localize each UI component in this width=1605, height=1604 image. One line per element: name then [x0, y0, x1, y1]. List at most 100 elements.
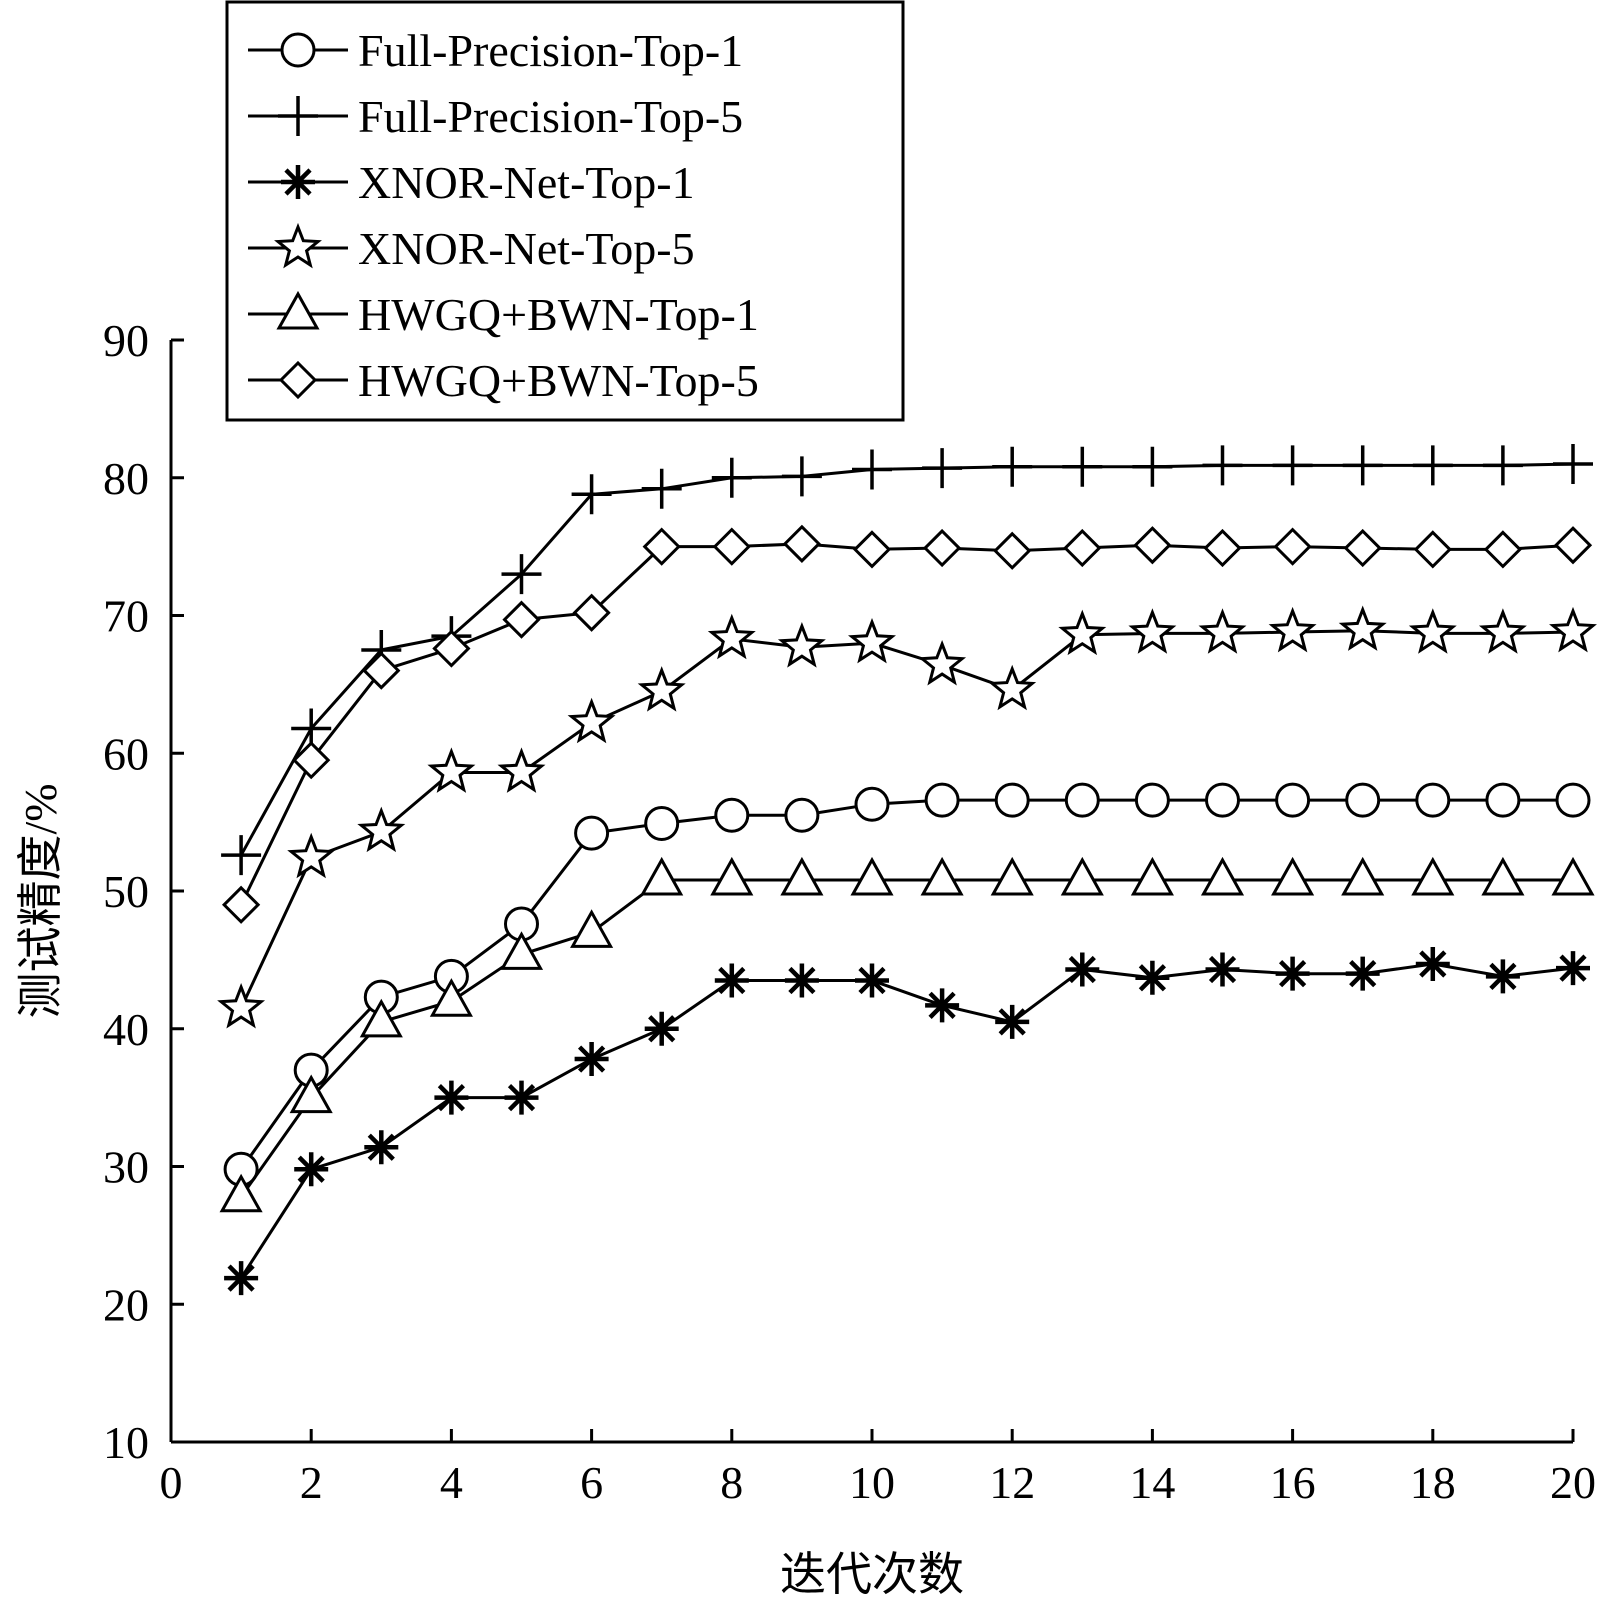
data-point-triangle [289, 1074, 333, 1114]
x-tick-label: 18 [1410, 1457, 1456, 1508]
data-point-circle [714, 797, 750, 833]
data-point-asterisk [1485, 959, 1520, 994]
data-point-star [1198, 608, 1247, 654]
data-point-triangle [850, 856, 894, 896]
x-tick-label: 20 [1550, 1457, 1596, 1508]
x-tick-label: 2 [300, 1457, 323, 1508]
data-point-plus [1272, 445, 1313, 486]
legend-label: XNOR-Net-Top-1 [358, 157, 695, 208]
data-point-diamond [712, 527, 751, 566]
data-point-diamond [1553, 526, 1593, 565]
data-point-triangle [219, 1173, 263, 1213]
x-tick-label: 12 [989, 1457, 1035, 1508]
data-point-circle [1064, 782, 1100, 818]
x-tick-label: 0 [160, 1457, 183, 1508]
data-point-asterisk [1345, 956, 1380, 991]
legend-item: Full-Precision-Top-5 [248, 91, 743, 142]
y-tick-label: 30 [103, 1142, 149, 1193]
data-point-diamond [362, 651, 401, 690]
data-point-diamond [1203, 528, 1242, 568]
data-point-diamond [292, 741, 331, 780]
data-point-asterisk [1415, 947, 1450, 982]
data-point-diamond [642, 527, 681, 566]
data-point-plus [711, 457, 752, 498]
series-layer [217, 443, 1597, 1296]
data-point-triangle [1551, 856, 1595, 896]
data-point-star [497, 747, 546, 793]
legend-item: HWGQ+BWN-Top-1 [248, 289, 759, 340]
data-point-star [918, 639, 967, 686]
data-point-star [1478, 608, 1527, 654]
data-point-plus [501, 554, 542, 595]
x-tick-label: 8 [720, 1457, 743, 1508]
data-point-asterisk [1205, 952, 1240, 987]
y-tick-label: 10 [103, 1417, 149, 1468]
data-point-diamond [782, 524, 822, 563]
x-axis-ticks: 0 2 4 6 8 10 12 14 16 18 20 [160, 1429, 1596, 1508]
data-point-plus [781, 456, 822, 497]
data-point-plus [1553, 443, 1593, 484]
data-point-diamond [1063, 528, 1102, 568]
data-point-triangle [359, 998, 403, 1038]
data-point-triangle [1130, 856, 1174, 896]
data-point-asterisk [434, 1080, 469, 1115]
data-point-plus [1342, 445, 1383, 486]
data-point-triangle [429, 978, 473, 1017]
data-point-star [217, 982, 266, 1029]
data-point-plus [221, 835, 262, 876]
data-point-star [848, 617, 896, 664]
data-point-diamond [852, 530, 892, 569]
x-tick-label: 14 [1129, 1457, 1175, 1508]
data-point-asterisk [1135, 960, 1170, 995]
data-point-star [287, 832, 336, 879]
data-point-triangle [640, 856, 684, 896]
data-point-triangle [990, 856, 1034, 896]
y-tick-label: 40 [103, 1004, 149, 1055]
data-point-diamond [1273, 527, 1312, 566]
legend-marker-circle [280, 32, 316, 68]
series-HWGQ+BWN-Top-1 [219, 856, 1595, 1213]
y-tick-label: 80 [103, 453, 149, 504]
data-point-asterisk [855, 963, 889, 998]
legend-marker-star [274, 222, 322, 269]
data-point-asterisk [1065, 952, 1100, 987]
legend-marker-plus [278, 96, 318, 136]
data-point-diamond [572, 593, 611, 632]
data-point-circle [1485, 782, 1521, 818]
data-point-asterisk [995, 1004, 1030, 1039]
series-HWGQ+BWN-Top-5 [221, 524, 1593, 924]
data-point-star [637, 666, 686, 712]
data-point-triangle [710, 856, 754, 896]
data-point-circle [1555, 782, 1591, 818]
data-point-triangle [570, 909, 614, 948]
x-tick-label: 16 [1270, 1457, 1316, 1508]
data-point-star [1408, 608, 1457, 654]
data-point-star [1338, 605, 1387, 651]
data-point-circle [924, 782, 960, 818]
series-line [239, 878, 1573, 1198]
x-tick-label: 4 [440, 1457, 463, 1508]
data-point-asterisk [714, 963, 749, 998]
data-point-circle [1415, 782, 1451, 818]
data-point-star [1128, 608, 1177, 654]
data-point-star [1549, 606, 1597, 653]
data-point-plus [1062, 446, 1103, 487]
data-point-plus [1412, 445, 1453, 486]
legend-item: XNOR-Net-Top-5 [248, 222, 695, 274]
series-XNOR-Net-Top-5 [217, 605, 1597, 1029]
legend-item: HWGQ+BWN-Top-5 [248, 355, 759, 406]
data-point-circle [994, 782, 1030, 818]
data-point-triangle [1060, 856, 1104, 896]
data-point-triangle [499, 931, 544, 970]
data-point-diamond [922, 528, 962, 568]
data-point-circle [1134, 782, 1170, 818]
data-point-triangle [1411, 856, 1455, 896]
legend-label: HWGQ+BWN-Top-5 [358, 355, 759, 406]
data-point-diamond [432, 629, 471, 668]
y-tick-label: 60 [103, 728, 149, 779]
series-XNOR-Net-Top-1 [224, 947, 1590, 1296]
data-point-diamond [221, 885, 261, 924]
data-point-triangle [920, 856, 964, 896]
legend-label: Full-Precision-Top-1 [358, 25, 743, 76]
